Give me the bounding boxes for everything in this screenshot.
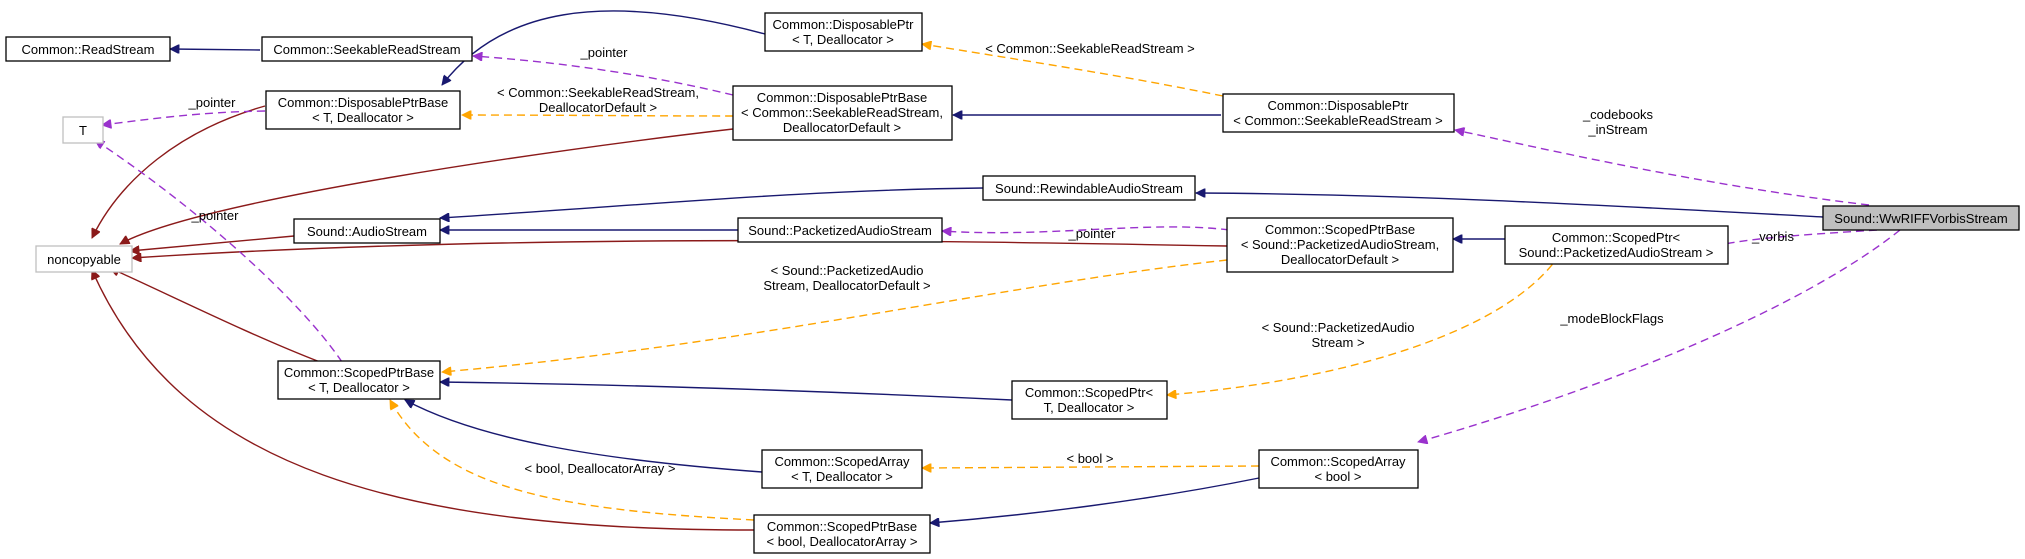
- svg-text:Common::DisposablePtr< Common:: Common::DisposablePtr < Common::SeekableR…: [1233, 98, 1443, 128]
- edge-usage-pointer-t-top: [102, 110, 266, 125]
- node-common-scoped-ptr-base-bool[interactable]: Common::ScopedPtrBase < bool, Deallocator…: [753, 514, 931, 554]
- edge-seekable-to-readstream: [170, 49, 261, 50]
- node-common-disposable-ptr-base-t[interactable]: Common::DisposablePtrBase < T, Deallocato…: [265, 90, 461, 130]
- node-common-disposable-ptr-t[interactable]: Common::DisposablePtr < T, Deallocator >: [764, 12, 923, 52]
- edge-tmpl-bool-deallocator-array: [389, 400, 755, 521]
- edges: [91, 10, 1901, 531]
- edge-label-tmpl-bool: < bool >: [1067, 451, 1114, 466]
- svg-text:Common::DisposablePtrBase< T,: Common::DisposablePtrBase < T, Deallocato…: [278, 95, 449, 125]
- svg-text:T: T: [79, 123, 87, 138]
- svg-text:Common::ScopedPtr<T, Deallocat: Common::ScopedPtr< T, Deallocator >: [1025, 385, 1153, 415]
- node-common-read-stream[interactable]: Common::ReadStream: [5, 36, 171, 62]
- node-common-scoped-ptr-base-packetized[interactable]: Common::ScopedPtrBase < Sound::Packetized…: [1226, 217, 1454, 273]
- edge-label-pointer-t-top: _pointer: [188, 95, 237, 110]
- edge-usage-mode-block-flags: [1418, 229, 1901, 442]
- edge-usage-pointer-seekable: [473, 56, 734, 96]
- node-common-disposable-ptr-base-seekable[interactable]: Common::DisposablePtrBase < Common::Seeka…: [732, 85, 953, 141]
- edge-labels: _pointer < Common::SeekableReadStream > …: [188, 41, 1795, 476]
- edge-label-vorbis: _vorbis: [1751, 229, 1794, 244]
- node-common-scoped-array-bool[interactable]: Common::ScopedArray < bool >: [1258, 449, 1419, 489]
- edge-audiostream-to-noncopyable: [130, 235, 295, 251]
- node-common-disposable-ptr-seekable[interactable]: Common::DisposablePtr < Common::SeekableR…: [1222, 93, 1455, 133]
- edge-usage-pointer-t-bottom: [95, 139, 343, 363]
- svg-text:Sound::WwRIFFVorbisStream: Sound::WwRIFFVorbisStream: [1834, 211, 2007, 226]
- edge-label-mode-block-flags: _modeBlockFlags: [1559, 311, 1664, 326]
- node-common-scoped-array-t[interactable]: Common::ScopedArray < T, Deallocator >: [761, 449, 923, 489]
- svg-text:Common::ScopedPtr<Sound::Packe: Common::ScopedPtr< Sound::PacketizedAudio…: [1519, 230, 1714, 260]
- svg-text:Sound::RewindableAudioStream: Sound::RewindableAudioStream: [995, 181, 1183, 196]
- edge-scopedptrbase-packetized-to-noncopyable: [132, 239, 1228, 258]
- edge-scopedarray-bool-to-base-bool: [930, 477, 1260, 523]
- edge-usage-codebooks: [1455, 130, 1870, 206]
- edge-tmpl-seekable-read-stream: [922, 44, 1224, 97]
- svg-text:Common::ScopedPtrBase< Sound::: Common::ScopedPtrBase < Sound::Packetized…: [1241, 222, 1439, 267]
- edge-label-pointer-packetized: _pointer: [1068, 226, 1117, 241]
- node-template-param-t-top[interactable]: T: [62, 116, 104, 144]
- edge-disposableptrbase-seekable-to-noncopyable: [120, 128, 734, 245]
- svg-text:Sound::AudioStream: Sound::AudioStream: [307, 224, 427, 239]
- edge-scopedarray-t-to-base: [405, 399, 763, 473]
- svg-text:Common::ScopedArray< T, Deallo: Common::ScopedArray < T, Deallocator >: [774, 454, 910, 484]
- node-common-seekable-read-stream[interactable]: Common::SeekableReadStream: [261, 36, 473, 62]
- svg-text:Common::SeekableReadStream: Common::SeekableReadStream: [273, 42, 460, 57]
- svg-text:Common::ScopedArray< bool >: Common::ScopedArray < bool >: [1270, 454, 1406, 484]
- edge-label-tmpl-packetized-deallocator-default: < Sound::PacketizedAudio Stream, Dealloca…: [763, 263, 930, 293]
- edge-tmpl-packetized-audio-stream: [1167, 253, 1561, 395]
- node-sound-packetized-audio-stream[interactable]: Sound::PacketizedAudioStream: [737, 217, 943, 243]
- node-sound-rewindable-audio-stream[interactable]: Sound::RewindableAudioStream: [982, 175, 1196, 201]
- node-common-scoped-ptr-base-t[interactable]: Common::ScopedPtrBase < T, Deallocator >: [277, 360, 441, 400]
- svg-text:Common::ScopedPtrBase< bool, D: Common::ScopedPtrBase < bool, Deallocator…: [766, 519, 917, 549]
- nodes: Common::ReadStream Common::SeekableReadS…: [5, 12, 2020, 554]
- edge-label-tmpl-seekable-read-stream: < Common::SeekableReadStream >: [985, 41, 1195, 56]
- svg-text:Common::ScopedPtrBase< T, Deal: Common::ScopedPtrBase < T, Deallocator >: [284, 365, 434, 395]
- edge-usage-pointer-packetized: [942, 226, 1230, 233]
- node-common-scoped-ptr-packetized[interactable]: Common::ScopedPtr< Sound::PacketizedAudio…: [1504, 225, 1729, 265]
- node-sound-wwriff-vorbis-stream[interactable]: Sound::WwRIFFVorbisStream: [1822, 205, 2020, 231]
- edge-scopedptrbase-t-to-noncopyable: [110, 268, 321, 363]
- node-noncopyable[interactable]: noncopyable: [35, 245, 133, 273]
- edge-label-pointer-t-bottom: _pointer: [191, 208, 240, 223]
- edge-scopedptrbase-bool-to-noncopyable: [92, 270, 755, 531]
- svg-text:Common::DisposablePtr< T, Deal: Common::DisposablePtr < T, Deallocator >: [773, 17, 915, 47]
- edge-label-tmpl-seekable-deallocator-default: < Common::SeekableReadStream, Deallocator…: [497, 85, 699, 115]
- edge-disposableptrbase-t-to-noncopyable: [91, 105, 266, 238]
- edge-tmpl-bool: [922, 466, 1260, 468]
- node-common-scoped-ptr-t[interactable]: Common::ScopedPtr< T, Deallocator >: [1011, 380, 1168, 420]
- edge-tmpl-packetized-deallocator-default: [442, 259, 1228, 372]
- edge-scopedptr-t-to-base: [440, 382, 1013, 401]
- edge-label-codebooks-in-stream: _codebooks _inStream: [1582, 107, 1654, 137]
- edge-vorbis-to-rewindable: [1196, 193, 1824, 218]
- svg-text:Sound::PacketizedAudioStream: Sound::PacketizedAudioStream: [748, 223, 932, 238]
- edge-label-pointer-seekable: _pointer: [580, 45, 629, 60]
- edge-tmpl-seekable-deallocator-default: [462, 115, 734, 116]
- svg-text:noncopyable: noncopyable: [47, 252, 121, 267]
- edge-rewindable-to-audiostream: [440, 187, 984, 218]
- edge-label-tmpl-bool-deallocator-array: < bool, DeallocatorArray >: [524, 461, 675, 476]
- node-sound-audio-stream[interactable]: Sound::AudioStream: [293, 218, 441, 244]
- svg-text:Common::ReadStream: Common::ReadStream: [22, 42, 155, 57]
- edge-usage-vorbis: [1716, 229, 1878, 246]
- svg-text:Common::DisposablePtrBase< Com: Common::DisposablePtrBase < Common::Seeka…: [741, 90, 943, 135]
- edge-label-tmpl-packetized-audio-stream: < Sound::PacketizedAudio Stream >: [1262, 320, 1415, 350]
